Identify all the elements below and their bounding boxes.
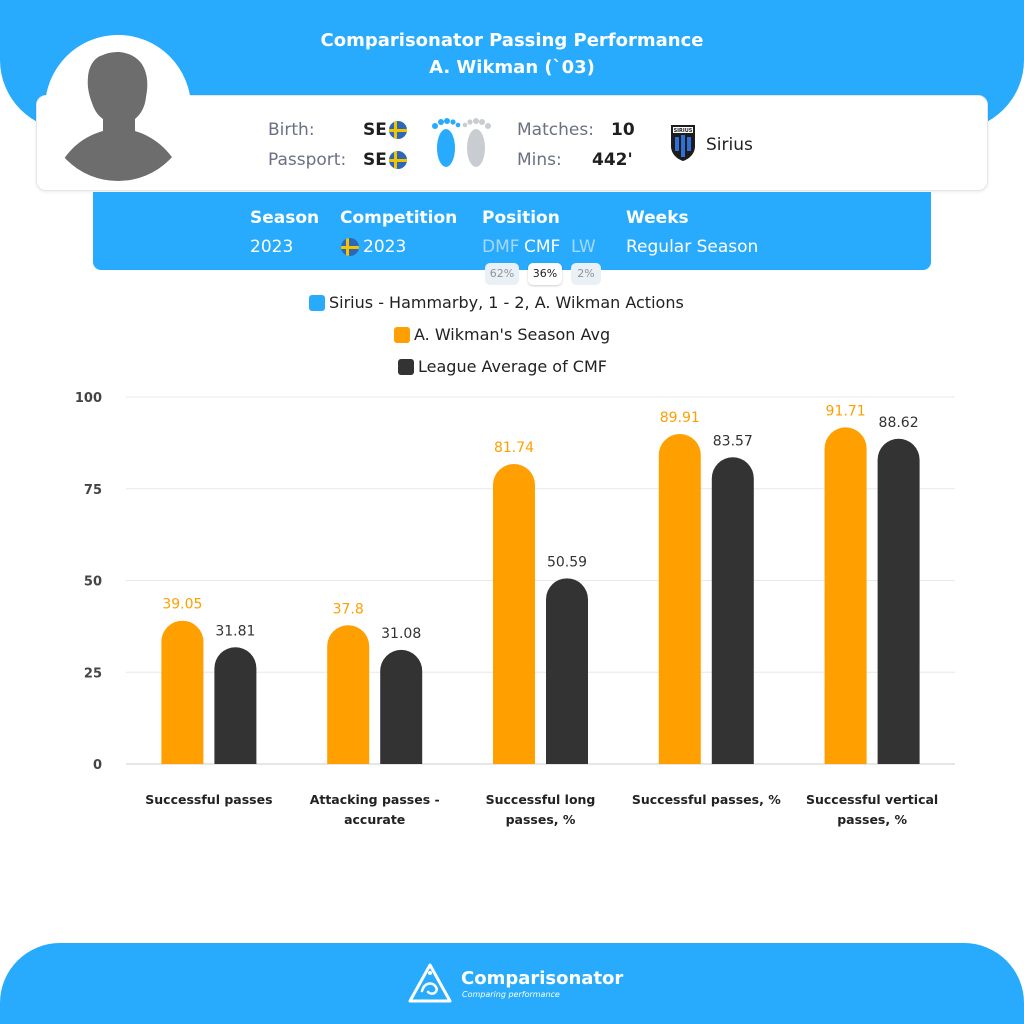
season-avg-bar (493, 464, 535, 764)
x-tick-label: Successful long (486, 792, 596, 807)
y-tick-label: 0 (93, 758, 102, 773)
profile-card (36, 95, 988, 191)
data-label: 50.59 (547, 554, 587, 570)
position-dmf: DMF (482, 237, 520, 257)
avatar (45, 35, 191, 181)
mins-value: 442' (592, 150, 633, 170)
competition-value: 2023 (363, 237, 407, 257)
matches-value: 10 (611, 120, 635, 140)
x-tick-label: accurate (344, 812, 405, 827)
footer-tagline: Comparing performance (462, 990, 560, 999)
birth-value: SE (363, 120, 387, 140)
season-avg-bar (824, 427, 867, 764)
data-label: 81.74 (494, 440, 534, 456)
season-avg-bar (658, 434, 701, 764)
season-value: 2023 (250, 237, 294, 257)
mins-label: Mins: (517, 150, 562, 170)
matches-label: Matches: (517, 120, 594, 140)
legend-label-league: League Average of CMF (418, 357, 607, 376)
data-label: 83.57 (713, 433, 753, 449)
season-avg-bar (161, 620, 204, 764)
legend-swatch-league (398, 359, 414, 375)
comparisonator-logo-icon (408, 963, 452, 1003)
x-tick-label: Successful passes (145, 792, 272, 807)
data-label: 37.8 (333, 601, 364, 617)
footer-brand: Comparisonator (461, 968, 624, 989)
player-name: A. Wikman (`03) (429, 57, 595, 78)
x-tick-label: passes, % (837, 812, 907, 827)
data-label: 39.05 (162, 597, 202, 613)
season-header: Season (250, 208, 320, 228)
x-tick-label: Successful passes, % (632, 792, 781, 807)
legend-label-match: Sirius - Hammarby, 1 - 2, A. Wikman Acti… (329, 293, 684, 312)
league-avg-bar (877, 438, 920, 764)
legend-swatch-season (394, 327, 410, 343)
y-tick-label: 100 (75, 391, 102, 406)
y-tick-label: 75 (84, 483, 102, 498)
league-avg-bar (711, 457, 754, 764)
x-tick-label: Attacking passes - (310, 792, 440, 807)
data-label: 31.81 (215, 623, 255, 639)
position-header: Position (482, 208, 560, 228)
data-label: 89.91 (660, 410, 700, 426)
sweden-flag-icon (389, 151, 407, 169)
player-silhouette-icon (45, 35, 191, 181)
passport-value: SE (363, 150, 387, 170)
bar-chart: 0 25 50 75 100 39.05 31.81 Successful passes 37.… (75, 391, 955, 827)
feet-icon (432, 118, 491, 167)
y-tick-label: 25 (84, 666, 102, 681)
position-cmf-pct: 36% (528, 263, 562, 285)
legend-label-season: A. Wikman's Season Avg (414, 325, 611, 344)
footer-band (0, 943, 1024, 1024)
league-avg-bar (380, 649, 423, 764)
position-cmf: CMF (524, 237, 561, 257)
page-title: Comparisonator Passing Performance A. Wi… (0, 27, 1024, 81)
weeks-header: Weeks (626, 208, 689, 228)
sweden-flag-icon (389, 121, 407, 139)
sweden-flag-icon (341, 238, 359, 256)
club-name: Sirius (706, 135, 753, 155)
league-avg-bar (214, 647, 257, 764)
club-badge-icon: SIRIUS (671, 125, 695, 161)
data-label: 31.08 (381, 626, 421, 642)
x-tick-label: passes, % (506, 812, 576, 827)
legend-swatch-match (309, 295, 325, 311)
competition-header: Competition (340, 208, 458, 228)
position-lw: LW (571, 237, 596, 257)
data-label: 91.71 (826, 403, 866, 419)
y-tick-label: 50 (84, 575, 102, 590)
season-avg-bar (327, 625, 370, 764)
position-dmf-pct: 62% (485, 263, 519, 285)
title-text: Comparisonator Passing Performance (320, 30, 704, 51)
x-tick-label: Successful vertical (806, 792, 938, 807)
birth-label: Birth: (268, 120, 315, 140)
position-lw-pct: 2% (571, 263, 601, 285)
weeks-value: Regular Season (626, 237, 759, 257)
svg-text:SIRIUS: SIRIUS (674, 128, 693, 134)
passport-label: Passport: (268, 150, 347, 170)
data-label: 88.62 (879, 415, 919, 431)
season-info-box: Season Competition Position Weeks (93, 192, 931, 270)
league-avg-bar (546, 578, 588, 764)
